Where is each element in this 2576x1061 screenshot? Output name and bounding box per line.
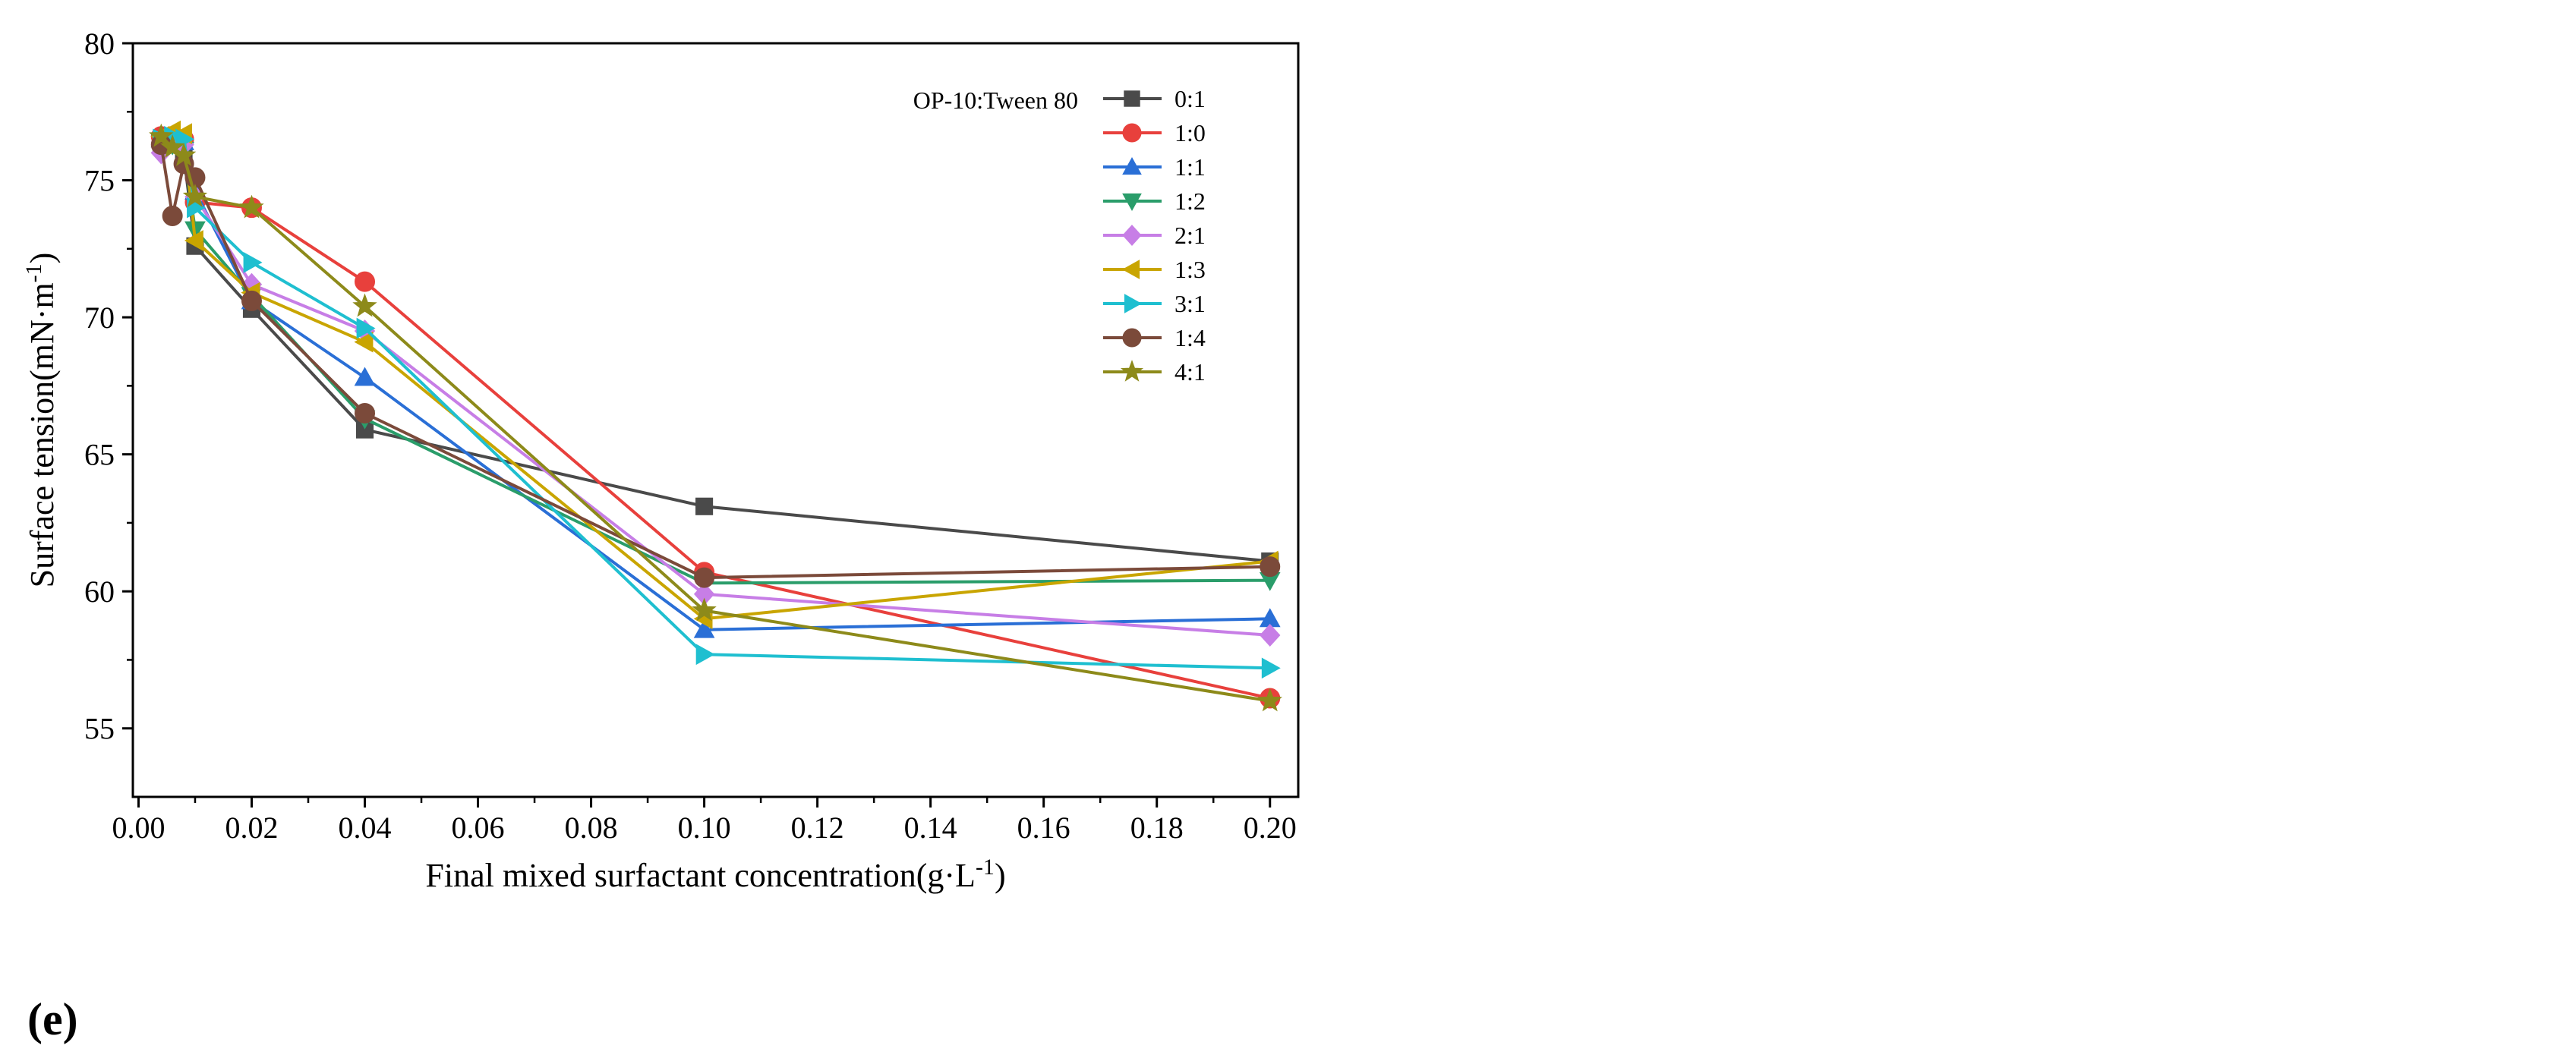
x-tick-label: 0.18	[1130, 811, 1184, 845]
y-tick-label: 80	[84, 27, 115, 61]
legend-item: 3:1	[1103, 290, 1206, 317]
legend-label: 2:1	[1174, 222, 1206, 249]
series-4-1	[149, 123, 1282, 712]
data-point	[184, 230, 203, 251]
legend: OP-10:Tween 80 0:1 1:0 1:1 1:2 2:1 1:3 3:1 1:4 4:…	[913, 85, 1206, 386]
x-tick-label: 0.14	[904, 811, 957, 845]
legend-label: 1:0	[1174, 119, 1206, 146]
axes-layer: 0.00 0.02 0.04 0.06 0.08 0.10 0.12 0.14 0.16 0.18…	[21, 27, 1300, 894]
legend-item: 1:4	[1103, 324, 1206, 351]
series-line	[160, 134, 1270, 631]
legend-label: 0:1	[1174, 85, 1206, 112]
data-point	[354, 367, 376, 386]
x-tick-label: 0.06	[452, 811, 505, 845]
series-line	[160, 140, 1270, 585]
x-tick-label: 0.20	[1244, 811, 1297, 845]
data-point	[1124, 294, 1143, 313]
x-tick-label: 0.00	[112, 811, 165, 845]
series-1-4	[150, 134, 1281, 588]
data-point	[1261, 657, 1281, 679]
x-tick-label: 0.02	[225, 811, 278, 845]
legend-item: 4:1	[1103, 358, 1206, 386]
data-point	[1260, 623, 1281, 647]
data-point	[241, 290, 262, 311]
legend-item: 1:2	[1103, 187, 1206, 215]
data-point	[239, 194, 264, 219]
x-tick-label: 0.08	[565, 811, 618, 845]
legend-item: 2:1	[1103, 222, 1206, 249]
x-tick-label: 0.16	[1017, 811, 1070, 845]
x-tick-label: 0.10	[678, 811, 731, 845]
data-point	[243, 252, 263, 273]
series-1-2	[150, 134, 1281, 594]
y-tick-label: 55	[84, 712, 115, 746]
data-point	[692, 597, 717, 622]
legend-label: 1:4	[1174, 324, 1206, 351]
data-point	[1257, 688, 1282, 712]
series-layer	[149, 120, 1282, 712]
data-point	[355, 402, 376, 423]
series-line	[161, 134, 1271, 700]
data-point	[352, 293, 377, 317]
data-point	[1122, 193, 1142, 212]
legend-label: 1:1	[1174, 153, 1206, 181]
y-tick-label: 70	[84, 301, 115, 335]
data-point	[355, 271, 376, 292]
legend-item: 1:3	[1103, 256, 1206, 283]
series-line	[159, 137, 1270, 637]
data-point	[182, 184, 208, 207]
plot-frame	[131, 42, 1300, 798]
legend-item: 1:0	[1103, 119, 1206, 146]
data-point	[1122, 225, 1142, 246]
legend-label: 1:2	[1174, 187, 1206, 215]
y-tick-label: 60	[84, 575, 115, 609]
y-tick-label: 75	[84, 164, 115, 198]
series-line	[160, 134, 1270, 670]
legend-item: 1:1	[1103, 153, 1206, 181]
data-point	[1121, 260, 1140, 279]
data-point	[1124, 90, 1140, 107]
data-point	[695, 644, 715, 666]
x-tick-label: 0.04	[339, 811, 392, 845]
legend-label: 1:3	[1174, 256, 1206, 283]
series-1-3	[150, 120, 1279, 630]
data-point	[149, 123, 174, 147]
data-point	[1122, 156, 1142, 175]
y-tick-label: 65	[84, 438, 115, 472]
legend-label: 4:1	[1174, 358, 1206, 386]
legend-title: OP-10:Tween 80	[913, 87, 1078, 114]
data-point	[1122, 123, 1142, 143]
data-point	[695, 497, 714, 515]
data-point	[356, 317, 376, 339]
x-tick-label: 0.12	[791, 811, 844, 845]
data-point	[694, 567, 715, 588]
x-axis-title: Final mixed surfactant concentration(g·L…	[425, 855, 1005, 894]
data-point	[171, 142, 197, 166]
data-point	[1122, 328, 1142, 348]
data-point	[1260, 556, 1281, 578]
legend-label: 3:1	[1174, 290, 1206, 317]
data-point	[1120, 360, 1144, 382]
series-0-1	[152, 133, 1279, 571]
series-line	[159, 144, 1270, 580]
y-axis-title: Surface tension(mN·m-1)	[21, 253, 61, 588]
panel-label: (e)	[27, 994, 78, 1044]
data-point	[354, 331, 374, 353]
legend-item: 0:1	[1103, 85, 1206, 112]
data-point	[693, 619, 715, 638]
data-point	[162, 205, 183, 226]
